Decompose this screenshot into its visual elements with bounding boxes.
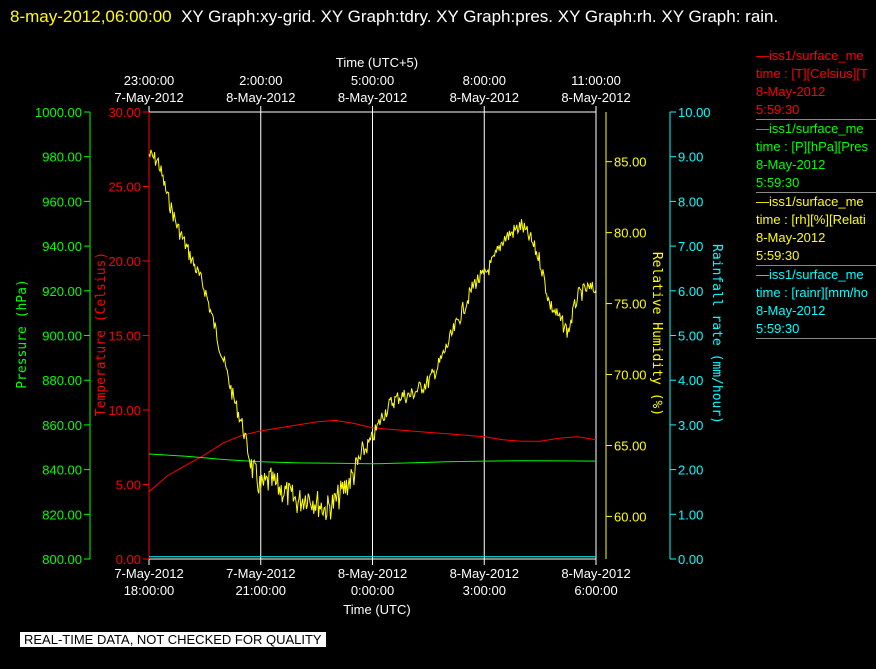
legend-time: 5:59:30: [756, 175, 800, 190]
humidity-tick-label: 65.00: [614, 438, 647, 453]
rain-tick-label: 0.00: [678, 552, 703, 567]
temperature-series-line: [148, 419, 597, 493]
legend-line: —iss1/surface_me: [756, 48, 864, 63]
rain-tick-label: 5.00: [678, 329, 703, 344]
legend-time: 5:59:30: [756, 321, 800, 336]
legend-date: 8-May-2012: [756, 230, 826, 245]
humidity-tick-label: 80.00: [614, 226, 647, 241]
legend-time: 5:59:30: [756, 102, 800, 117]
pressure-series-line: [148, 453, 597, 465]
legend-field: time : [rh][%][Relati: [756, 212, 866, 227]
pressure-tick-label: 1000.00: [35, 105, 82, 120]
x-tick-label-date: 7-May-2012: [114, 566, 183, 581]
pressure-tick-label: 880.00: [42, 373, 82, 388]
x-top-tick-label-time: 2:00:00: [239, 73, 282, 88]
legend: —iss1/surface_me time : [T][Celsius][T 8-M…: [756, 47, 876, 339]
rain-tick-label: 2.00: [678, 463, 703, 478]
legend-date: 8-May-2012: [756, 84, 826, 99]
temperature-tick-label: 0.00: [116, 552, 141, 567]
rain-tick-label: 8.00: [678, 194, 703, 209]
rain-tick-label: 3.00: [678, 418, 703, 433]
pressure-tick-label: 960.00: [42, 194, 82, 209]
humidity-tick-label: 60.00: [614, 509, 647, 524]
x-top-tick-label-date: 8-May-2012: [226, 90, 295, 105]
rain-tick-label: 6.00: [678, 284, 703, 299]
x-top-tick-label-date: 7-May-2012: [114, 90, 183, 105]
humidity-tick-label: 70.00: [614, 368, 647, 383]
rain-tick-label: 10.00: [678, 105, 711, 120]
rain-tick-label: 4.00: [678, 373, 703, 388]
timestamp: 8-may-2012,06:00:00: [10, 7, 172, 26]
x-tick-label-date: 8-May-2012: [338, 566, 407, 581]
rain-tick-label: 7.00: [678, 239, 703, 254]
x-top-tick-label-time: 11:00:00: [571, 73, 621, 88]
humidity-tick-label: 75.00: [614, 297, 647, 312]
temperature-tick-label: 5.00: [116, 478, 141, 493]
legend-date: 8-May-2012: [756, 157, 826, 172]
x-tick-label-date: 8-May-2012: [561, 566, 630, 581]
legend-line: —iss1/surface_me: [756, 194, 864, 209]
legend-time: 5:59:30: [756, 248, 800, 263]
temperature-axis-label: Temperature (Celsius): [94, 252, 109, 416]
x-top-tick-label-date: 8-May-2012: [338, 90, 407, 105]
graph-list: XY Graph:xy-grid. XY Graph:tdry. XY Grap…: [181, 7, 779, 26]
pressure-tick-label: 900.00: [42, 329, 82, 344]
pressure-tick-label: 940.00: [42, 239, 82, 254]
temperature-tick-label: 25.00: [108, 180, 141, 195]
legend-date: 8-May-2012: [756, 303, 826, 318]
x-top-tick-label-time: 5:00:00: [351, 73, 394, 88]
pressure-tick-label: 800.00: [42, 552, 82, 567]
humidity-tick-label: 85.00: [614, 155, 647, 170]
pressure-tick-label: 920.00: [42, 284, 82, 299]
top-axis-label: Time (UTC+5): [336, 55, 418, 70]
legend-field: time : [P][hPa][Pres: [756, 139, 868, 154]
pressure-axis-label: Pressure (hPa): [15, 279, 30, 389]
temperature-tick-label: 30.00: [108, 105, 141, 120]
x-tick-label-date: 7-May-2012: [226, 566, 295, 581]
legend-line: —iss1/surface_me: [756, 121, 864, 136]
quality-note: REAL-TIME DATA, NOT CHECKED FOR QUALITY: [20, 632, 326, 647]
x-top-tick-label-date: 8-May-2012: [450, 90, 519, 105]
rain-tick-label: 1.00: [678, 507, 703, 522]
x-top-tick-label-time: 23:00:00: [124, 73, 175, 88]
pressure-tick-label: 860.00: [42, 418, 82, 433]
x-tick-label-time: 18:00:00: [124, 583, 175, 598]
pressure-tick-label: 840.00: [42, 463, 82, 478]
legend-field: time : [rainr][mm/ho: [756, 285, 868, 300]
x-tick-label-time: 0:00:00: [351, 583, 394, 598]
x-tick-label-time: 6:00:00: [574, 583, 617, 598]
x-tick-label-time: 3:00:00: [463, 583, 506, 598]
humidity-axis-label: Relative Humidity (%): [649, 252, 664, 416]
temperature-tick-label: 20.00: [108, 254, 141, 269]
pressure-tick-label: 820.00: [42, 507, 82, 522]
x-top-tick-label-time: 8:00:00: [463, 73, 506, 88]
bottom-axis-label: Time (UTC): [343, 602, 410, 617]
rain-tick-label: 9.00: [678, 150, 703, 165]
humidity-series-line: [148, 149, 597, 521]
page-title: 8-may-2012,06:00:00 XY Graph:xy-grid. XY…: [10, 2, 870, 31]
x-tick-label-time: 21:00:00: [235, 583, 286, 598]
rain-axis-label: Rainfall rate (mm/hour): [709, 244, 724, 424]
legend-line: —iss1/surface_me: [756, 267, 864, 282]
x-tick-label-date: 8-May-2012: [450, 566, 519, 581]
temperature-tick-label: 15.00: [108, 329, 141, 344]
temperature-tick-label: 10.00: [108, 403, 141, 418]
x-top-tick-label-date: 8-May-2012: [561, 90, 630, 105]
legend-field: time : [T][Celsius][T: [756, 66, 868, 81]
pressure-tick-label: 980.00: [42, 150, 82, 165]
